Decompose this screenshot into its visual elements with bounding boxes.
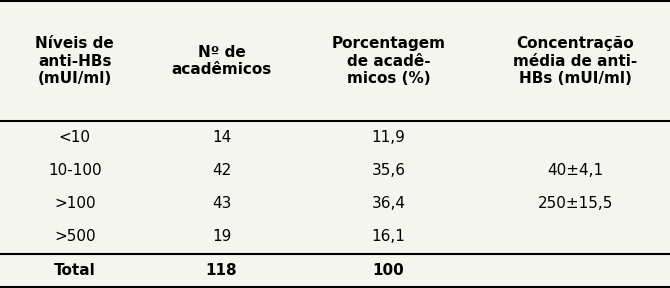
Text: <10: <10 (59, 130, 90, 145)
Text: Nº de
acadêmicos: Nº de acadêmicos (172, 45, 272, 77)
Text: 14: 14 (212, 130, 231, 145)
Text: 42: 42 (212, 163, 231, 178)
Text: 43: 43 (212, 196, 231, 211)
Text: 19: 19 (212, 230, 231, 245)
Text: 118: 118 (206, 263, 237, 278)
Text: >100: >100 (54, 196, 96, 211)
Text: 11,9: 11,9 (371, 130, 405, 145)
Text: Concentração
média de anti-
HBs (mUI/ml): Concentração média de anti- HBs (mUI/ml) (513, 36, 637, 86)
Text: 36,4: 36,4 (371, 196, 405, 211)
Text: 40±4,1: 40±4,1 (547, 163, 603, 178)
Text: >500: >500 (54, 230, 96, 245)
Text: Total: Total (54, 263, 96, 278)
Text: 100: 100 (373, 263, 404, 278)
Text: Porcentagem
de acadê-
micos (%): Porcentagem de acadê- micos (%) (332, 36, 446, 86)
Text: 250±15,5: 250±15,5 (537, 196, 613, 211)
Text: 16,1: 16,1 (371, 230, 405, 245)
Text: 10-100: 10-100 (48, 163, 102, 178)
Text: 35,6: 35,6 (371, 163, 405, 178)
Text: Níveis de
anti-HBs
(mUI/ml): Níveis de anti-HBs (mUI/ml) (36, 36, 114, 86)
